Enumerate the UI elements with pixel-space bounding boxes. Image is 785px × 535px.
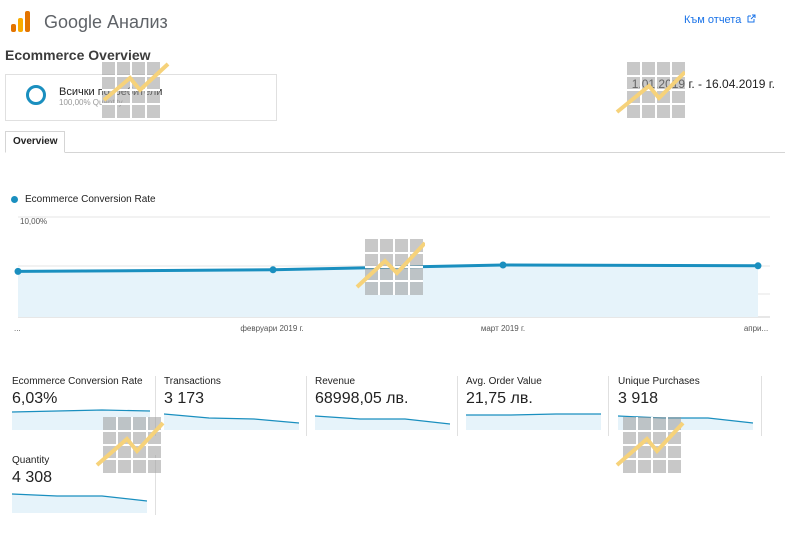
metric-value: 3 173 [164, 390, 205, 407]
chart-legend[interactable]: Ecommerce Conversion Rate [11, 194, 156, 205]
segment-percentage: 100,00% Quantity [59, 98, 123, 107]
brand-title: Google Анализ [44, 12, 168, 32]
metric-quantity[interactable]: Quantity 4 308 [12, 455, 162, 515]
metric-divider [457, 376, 458, 436]
metric-divider [761, 376, 762, 436]
metric-label: Ecommerce Conversion Rate [12, 376, 143, 387]
watermark-icon [615, 417, 685, 473]
metric-divider [608, 376, 609, 436]
metric-label: Unique Purchases [618, 376, 700, 387]
metric-value: 4 308 [12, 469, 53, 486]
watermark-icon [615, 62, 685, 118]
metric-sparkline [466, 413, 601, 430]
chart-data-point [14, 267, 22, 275]
metric-divider [155, 455, 156, 515]
metric-avg-order-value[interactable]: Avg. Order Value 21,75 лв. [466, 376, 616, 436]
metric-label: Avg. Order Value [466, 376, 542, 387]
metric-value: 3 918 [618, 390, 659, 407]
metric-divider [306, 376, 307, 436]
chart-data-point [269, 266, 277, 274]
metric-value: 21,75 лв. [466, 390, 533, 407]
metric-label: Transactions [164, 376, 221, 387]
chart-data-point [754, 262, 762, 270]
x-tick-label: апри... [744, 324, 768, 333]
x-tick-label: март 2019 г. [481, 324, 525, 333]
x-tick-label: февруари 2019 г. [240, 324, 303, 333]
metric-label: Revenue [315, 376, 356, 387]
external-link-icon [747, 14, 756, 26]
y-tick-label: 10,00% [20, 217, 47, 226]
watermark-icon [355, 239, 425, 295]
watermark-icon [102, 62, 170, 118]
metric-revenue[interactable]: Revenue 68998,05 лв. [315, 376, 465, 436]
tab-divider [5, 152, 785, 153]
metric-divider [155, 376, 156, 436]
legend-label: Ecommerce Conversion Rate [25, 194, 156, 205]
chart-data-point [499, 261, 507, 269]
legend-dot-icon [11, 196, 18, 203]
x-tick-label: ... [14, 324, 21, 333]
metric-sparkline [315, 415, 451, 430]
metric-sparkline [12, 493, 148, 513]
metric-label: Quantity [12, 455, 50, 466]
metric-value: 6,03% [12, 390, 58, 407]
tab-overview[interactable]: Overview [5, 131, 66, 153]
metric-value: 68998,05 лв. [315, 390, 409, 407]
metric-transactions[interactable]: Transactions 3 173 [164, 376, 314, 436]
segment-ring-icon [26, 85, 46, 105]
metric-sparkline [164, 413, 300, 430]
report-link-label: Към отчета [684, 14, 742, 26]
analytics-logo-icon [11, 10, 31, 34]
go-to-report-link[interactable]: Към отчета [684, 14, 756, 26]
watermark-icon [95, 417, 165, 473]
page-title: Ecommerce Overview [5, 47, 151, 63]
